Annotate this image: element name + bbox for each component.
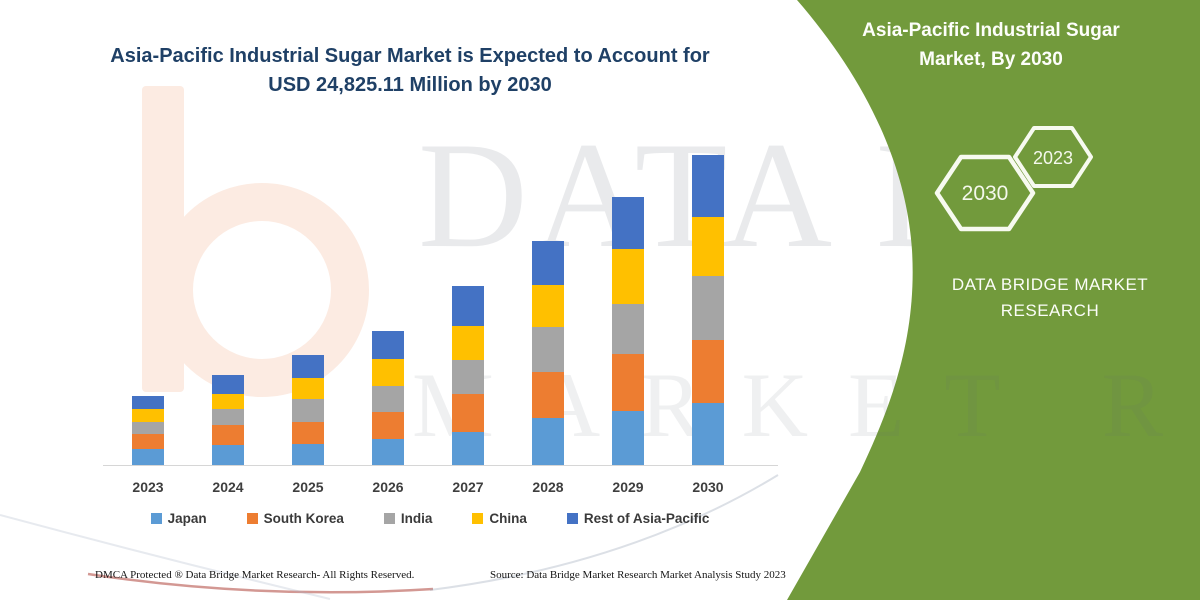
bar-segment-india bbox=[372, 386, 404, 413]
bar-segment-china bbox=[692, 216, 724, 277]
bar-2029 bbox=[612, 196, 644, 465]
legend-label: South Korea bbox=[263, 511, 344, 526]
bar-segment-rest-of-asia-pacific bbox=[132, 396, 164, 409]
bar-segment-china bbox=[372, 358, 404, 387]
bar-segment-india bbox=[532, 327, 564, 372]
bar-segment-south-korea bbox=[372, 412, 404, 440]
legend-swatch-icon bbox=[246, 513, 258, 524]
bar-segment-india bbox=[612, 304, 644, 354]
bar-segment-india bbox=[452, 359, 484, 394]
bar-segment-india bbox=[212, 409, 244, 425]
x-axis-label-2025: 2025 bbox=[292, 479, 324, 495]
legend-swatch-icon bbox=[472, 513, 484, 524]
bar-segment-south-korea bbox=[132, 433, 164, 450]
legend-swatch-icon bbox=[383, 513, 395, 524]
bar-2027 bbox=[452, 286, 484, 465]
source-note: Source: Data Bridge Market Research Mark… bbox=[490, 569, 786, 581]
x-axis-label-2027: 2027 bbox=[452, 479, 484, 495]
bar-2025 bbox=[292, 355, 324, 465]
legend-label: China bbox=[489, 511, 527, 526]
hexagon-2030 bbox=[934, 154, 1036, 232]
bar-segment-rest-of-asia-pacific bbox=[212, 374, 244, 394]
bar-segment-rest-of-asia-pacific bbox=[612, 196, 644, 249]
legend-swatch-icon bbox=[566, 513, 578, 524]
bar-segment-india bbox=[132, 421, 164, 434]
bar-segment-rest-of-asia-pacific bbox=[692, 154, 724, 217]
bar-segment-south-korea bbox=[292, 421, 324, 444]
bar-segment-china bbox=[532, 285, 564, 328]
x-axis-label-2028: 2028 bbox=[532, 479, 564, 495]
bar-segment-rest-of-asia-pacific bbox=[452, 286, 484, 326]
legend-label: Rest of Asia-Pacific bbox=[583, 511, 710, 526]
chart-title-line1: Asia-Pacific Industrial Sugar Market is … bbox=[110, 45, 710, 67]
bar-2030 bbox=[692, 154, 724, 465]
hexagon-2030-label: 2030 bbox=[962, 182, 1009, 205]
bar-segment-japan bbox=[292, 444, 324, 465]
bar-2028 bbox=[532, 241, 564, 465]
databridge-b-logo-watermark bbox=[142, 86, 369, 397]
legend-label: India bbox=[400, 511, 433, 526]
hexagon-2023 bbox=[1013, 126, 1093, 188]
legend-label: Japan bbox=[167, 511, 207, 526]
bar-segment-south-korea bbox=[612, 353, 644, 411]
chart-title: Asia-Pacific Industrial Sugar Market is … bbox=[100, 42, 720, 100]
bar-2026 bbox=[372, 331, 404, 465]
bar-2024 bbox=[212, 374, 244, 465]
bar-segment-rest-of-asia-pacific bbox=[292, 355, 324, 378]
brand-line2: RESEARCH bbox=[1000, 300, 1100, 320]
bar-segment-india bbox=[692, 276, 724, 341]
bar-2023 bbox=[132, 396, 164, 465]
x-axis-label-2030: 2030 bbox=[692, 479, 724, 495]
legend-item-japan: Japan bbox=[150, 511, 207, 526]
bar-segment-india bbox=[292, 399, 324, 422]
bar-segment-japan bbox=[132, 449, 164, 465]
bar-segment-south-korea bbox=[532, 371, 564, 418]
bar-segment-china bbox=[452, 325, 484, 360]
bar-segment-south-korea bbox=[212, 425, 244, 445]
side-panel-content: Asia-Pacific Industrial Sugar Market, By… bbox=[845, 0, 1165, 75]
x-axis-label-2029: 2029 bbox=[612, 479, 644, 495]
bar-segment-china bbox=[292, 377, 324, 400]
bar-segment-japan bbox=[212, 445, 244, 465]
bar-segment-japan bbox=[692, 403, 724, 465]
legend-item-china: China bbox=[472, 511, 527, 526]
hexagon-2023-label: 2023 bbox=[1033, 148, 1073, 168]
chart-title-line2: USD 24,825.11 Million by 2030 bbox=[268, 74, 552, 96]
brand-name: DATA BRIDGE MARKET RESEARCH bbox=[905, 272, 1195, 323]
bar-segment-south-korea bbox=[692, 340, 724, 404]
bar-segment-china bbox=[132, 408, 164, 422]
legend-swatch-icon bbox=[150, 513, 162, 524]
bar-segment-japan bbox=[372, 439, 404, 465]
bar-segment-japan bbox=[612, 410, 644, 465]
bar-segment-china bbox=[212, 393, 244, 410]
side-panel-title-line2: Market, By 2030 bbox=[919, 49, 1063, 71]
side-panel-title: Asia-Pacific Industrial Sugar Market, By… bbox=[845, 16, 1137, 75]
side-panel-title-line1: Asia-Pacific Industrial Sugar bbox=[862, 20, 1120, 41]
x-axis-line bbox=[103, 465, 778, 466]
footer: DMCA Protected ® Data Bridge Market Rese… bbox=[0, 569, 1020, 589]
bar-segment-japan bbox=[532, 417, 564, 465]
legend-item-india: India bbox=[383, 511, 433, 526]
bar-segment-south-korea bbox=[452, 393, 484, 433]
x-axis-label-2023: 2023 bbox=[132, 479, 164, 495]
legend: Japan South Korea India China Rest of Asia-P… bbox=[90, 511, 770, 526]
x-axis-label-2024: 2024 bbox=[212, 479, 244, 495]
x-axis-label-2026: 2026 bbox=[372, 479, 404, 495]
brand-line1: DATA BRIDGE MARKET bbox=[951, 275, 1149, 294]
bar-segment-china bbox=[612, 248, 644, 305]
dmca-notice: DMCA Protected ® Data Bridge Market Rese… bbox=[95, 569, 415, 581]
legend-item-rest-of-asia-pacific: Rest of Asia-Pacific bbox=[566, 511, 710, 526]
bar-segment-rest-of-asia-pacific bbox=[532, 241, 564, 286]
legend-item-south-korea: South Korea bbox=[246, 511, 344, 526]
bar-segment-japan bbox=[452, 432, 484, 465]
bar-segment-rest-of-asia-pacific bbox=[372, 331, 404, 359]
